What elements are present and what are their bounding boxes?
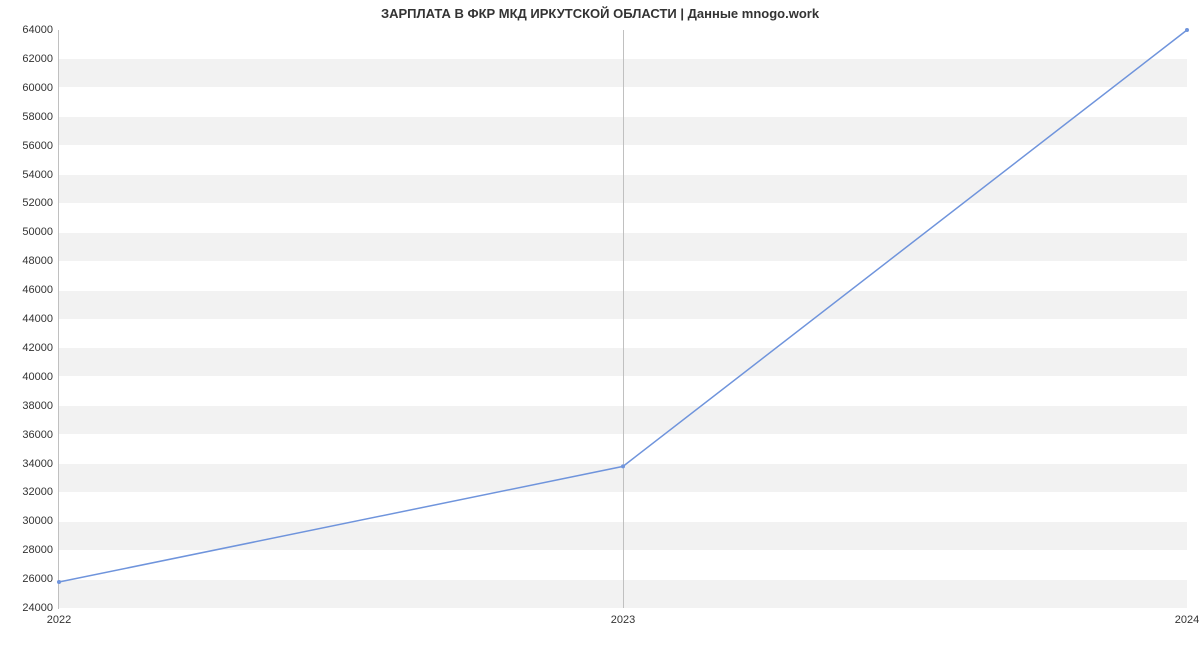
y-tick-label: 30000 <box>22 515 59 527</box>
y-tick-label: 42000 <box>22 342 59 354</box>
data-point[interactable] <box>57 580 61 584</box>
salary-line-chart: ЗАРПЛАТА В ФКР МКД ИРКУТСКОЙ ОБЛАСТИ | Д… <box>0 0 1200 650</box>
y-tick-label: 38000 <box>22 400 59 412</box>
y-tick-label: 62000 <box>22 53 59 65</box>
y-tick-label: 48000 <box>22 255 59 267</box>
y-tick-label: 26000 <box>22 573 59 585</box>
y-tick-label: 34000 <box>22 458 59 470</box>
y-tick-label: 64000 <box>22 24 59 36</box>
y-tick-label: 54000 <box>22 169 59 181</box>
plot-area: 2400026000280003000032000340003600038000… <box>58 30 1187 609</box>
y-tick-label: 46000 <box>22 284 59 296</box>
x-tick-label: 2024 <box>1175 608 1199 626</box>
data-point[interactable] <box>621 464 625 468</box>
y-tick-label: 50000 <box>22 226 59 238</box>
y-tick-label: 28000 <box>22 544 59 556</box>
y-tick-label: 52000 <box>22 197 59 209</box>
line-layer <box>59 30 1187 608</box>
series-line <box>59 30 1187 582</box>
data-point[interactable] <box>1185 28 1189 32</box>
y-tick-label: 60000 <box>22 82 59 94</box>
y-tick-label: 32000 <box>22 486 59 498</box>
x-tick-label: 2022 <box>47 608 71 626</box>
y-tick-label: 56000 <box>22 140 59 152</box>
y-tick-label: 36000 <box>22 429 59 441</box>
y-tick-label: 58000 <box>22 111 59 123</box>
y-tick-label: 40000 <box>22 371 59 383</box>
y-tick-label: 44000 <box>22 313 59 325</box>
chart-title: ЗАРПЛАТА В ФКР МКД ИРКУТСКОЙ ОБЛАСТИ | Д… <box>0 6 1200 21</box>
x-tick-label: 2023 <box>611 608 635 626</box>
